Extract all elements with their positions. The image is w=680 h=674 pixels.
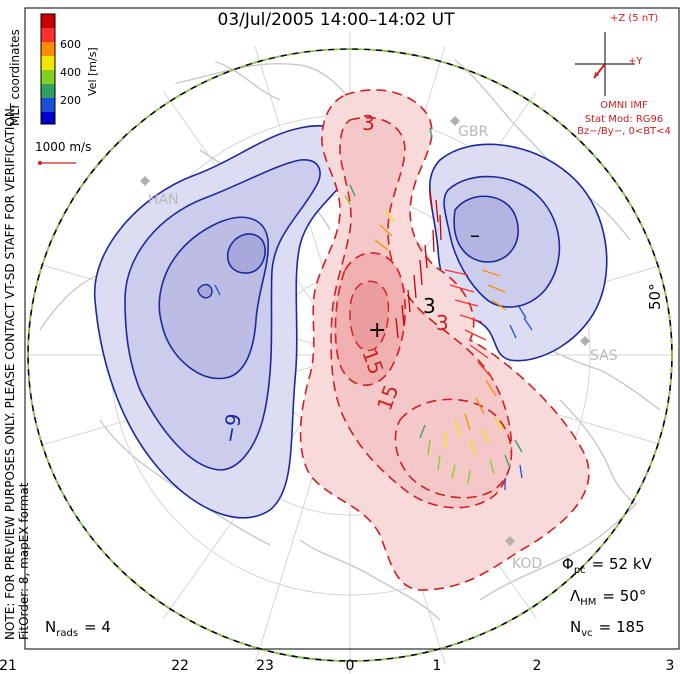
lambda-hm-stat: ΛHM = 50° [570,587,646,608]
imf-y-label: +Y [628,56,643,67]
colorbar-tick-200: 200 [60,94,81,107]
colorbar-swatch [41,70,55,84]
x-tick: 21 [0,658,17,674]
contour-label-neg9: −9 [217,412,246,445]
colorbar-swatch [41,98,55,112]
negative-cell-right [429,143,608,362]
station-han: HAN [148,192,179,208]
colorbar-swatch [41,14,55,28]
station-markers [140,116,590,546]
colorbar-swatch [41,112,55,124]
contour-label-3b: 3 [423,294,436,318]
scale-vector-label: 1000 m/s [35,140,91,154]
phi-pc-stat: Φpc = 52 kV [562,555,653,576]
scale-vector [38,161,76,165]
colorbar [40,13,56,125]
velocity-vectors [214,127,533,490]
colorbar-swatch [41,84,55,98]
imf-model: Stat Mod: RG96 [585,114,664,125]
imf-z-label: +Z (5 nT) [610,13,658,24]
colorbar-swatch [41,56,55,70]
colorbar-tick-600: 600 [60,38,81,51]
nrads-stat: Nrads = 4 [45,618,111,639]
imf-condition: Bz−/By−, 0<BT<4 [577,126,671,137]
negative-cell-left [93,125,357,519]
colorbar-tick-400: 400 [60,66,81,79]
x-tick: 23 [256,658,274,674]
x-axis: 21 22 23 0 1 2 3 [0,658,674,674]
station-sas: SAS [590,348,618,364]
plot-title: 03/Jul/2005 14:00–14:02 UT [218,10,456,30]
fit-order-note: FitOrder: 8, mapEX format [17,482,31,640]
latitude-label: 50° [646,283,664,310]
x-tick: 3 [666,658,675,674]
coordinates-label: MLT coordinates [8,29,22,126]
imf-dial [575,32,635,96]
station-kod: KOD [512,556,542,572]
contour-label-3c: 3 [436,311,449,335]
minus-marker: – [470,223,480,247]
preview-note: NOTE: FOR PREVIEW PURPOSES ONLY. PLEASE … [3,104,17,640]
colorbar-label: Vel [m/s] [86,47,99,96]
station-gbr: GBR [458,124,488,140]
plus-marker: + [368,318,386,343]
hm-boundary [27,48,673,662]
imf-source: OMNI IMF [600,100,648,111]
nvc-stat: Nvc = 185 [570,618,645,639]
x-tick: 1 [433,658,442,674]
x-tick: 2 [533,658,542,674]
x-tick: 0 [346,658,355,674]
positive-cell [299,89,590,591]
colorbar-swatch [41,42,55,56]
plot-frame [24,7,680,650]
colorbar-swatch [41,28,55,42]
x-tick: 22 [171,658,189,674]
contour-label-3a: 3 [362,111,375,135]
